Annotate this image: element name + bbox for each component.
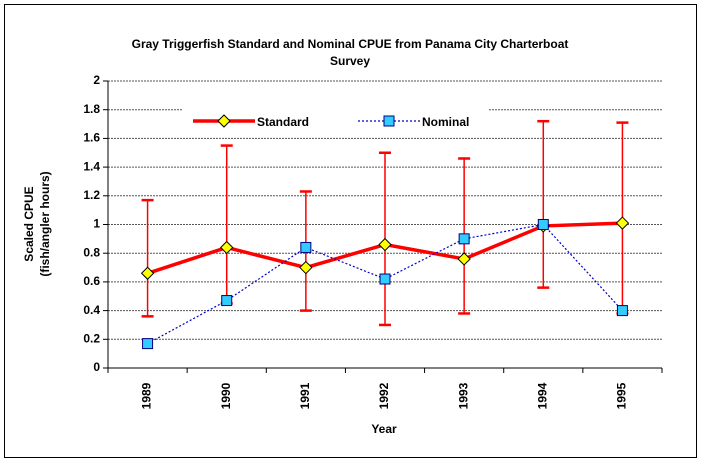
y-tick-label: 0.4: [83, 303, 100, 317]
y-tick-label: 1: [93, 217, 100, 231]
x-tick-label: 1990: [219, 382, 233, 409]
y-axis-label: (fish/angler hours): [38, 171, 52, 276]
marker: [142, 338, 154, 350]
marker: [140, 266, 155, 280]
chart-title: Gray Triggerfish Standard and Nominal CP…: [131, 37, 569, 68]
y-tick-label: 1.2: [83, 188, 100, 202]
y-tick-label: 2: [93, 73, 100, 87]
x-axis-label: Year: [371, 422, 397, 436]
y-tick-label: 0.8: [83, 245, 100, 259]
y-tick-label: 0.6: [83, 274, 100, 288]
marker: [615, 216, 630, 230]
marker: [221, 295, 233, 307]
x-tick-label: 1993: [456, 382, 470, 409]
legend-label: Nominal: [422, 115, 469, 129]
marker: [379, 273, 391, 285]
y-tick-label: 1.8: [83, 102, 100, 116]
marker: [616, 305, 628, 317]
y-tick-label: 0.2: [83, 331, 100, 345]
marker: [378, 237, 392, 252]
y-tick-label: 1.4: [83, 159, 100, 173]
legend-marker: [217, 114, 231, 128]
marker: [457, 252, 471, 266]
x-tick-label: 1992: [377, 382, 391, 409]
marker: [300, 241, 312, 253]
marker: [537, 219, 549, 230]
x-tick-label: 1995: [615, 382, 629, 409]
x-tick-label: 1989: [140, 382, 154, 409]
legend-marker: [383, 115, 395, 127]
y-tick-label: 1.6: [83, 131, 100, 145]
marker: [458, 233, 470, 245]
marker: [299, 260, 313, 275]
y-tick-label: 0: [93, 360, 100, 374]
chart-border: [4, 4, 697, 458]
legend-label: Standard: [257, 115, 309, 129]
x-tick-label: 1991: [298, 382, 312, 409]
y-axis-label: Scaled CPUE: [22, 186, 36, 261]
marker: [220, 240, 234, 255]
x-tick-label: 1994: [535, 382, 549, 409]
